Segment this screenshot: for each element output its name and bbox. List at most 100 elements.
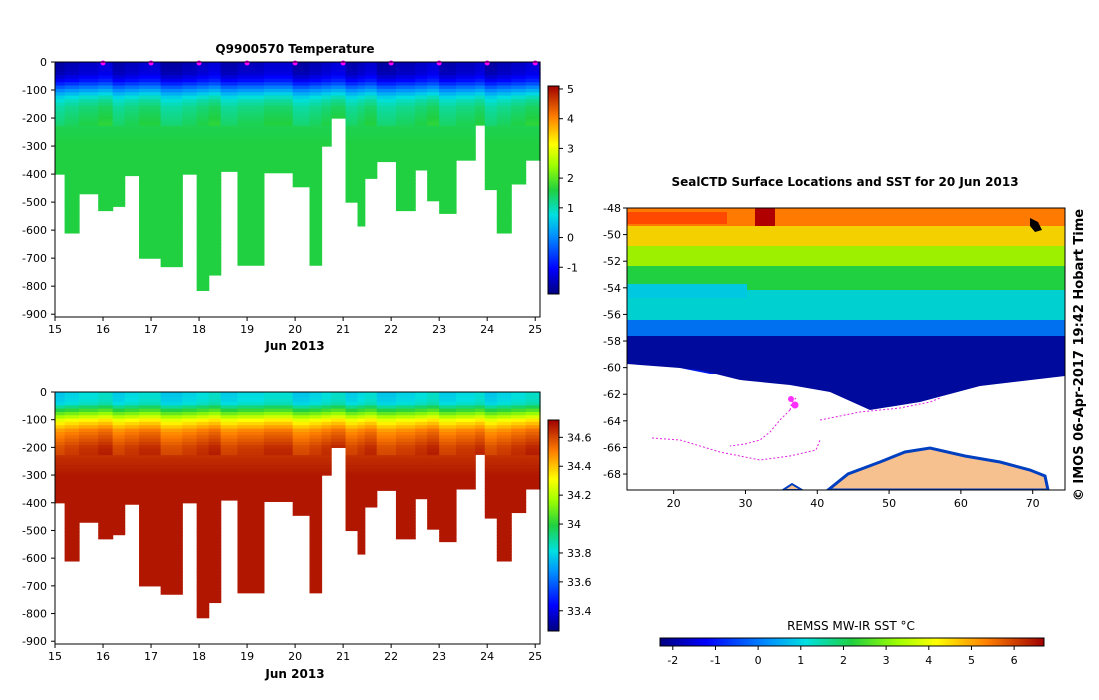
section-cell — [139, 468, 162, 473]
section-cell — [415, 88, 428, 93]
section-cell — [357, 220, 366, 225]
section-cell — [139, 435, 162, 440]
lat-tick-label: -50 — [603, 229, 621, 242]
section-cell — [237, 223, 265, 228]
section-cell — [321, 85, 332, 90]
section-cell — [220, 149, 239, 154]
section-cell — [309, 568, 323, 573]
section-cell — [220, 159, 239, 164]
section-cell — [525, 149, 541, 154]
section-cell — [439, 166, 457, 171]
section-cell — [98, 504, 114, 509]
section-cell — [455, 448, 476, 453]
section-cell — [395, 196, 416, 201]
colorbar-tick-label: 34.4 — [567, 460, 592, 473]
section-cell — [484, 431, 498, 436]
section-cell — [525, 82, 541, 87]
section-cell — [64, 451, 80, 456]
section-cell — [55, 488, 66, 493]
section-cell — [415, 85, 428, 90]
section-cell — [415, 395, 428, 400]
section-cell — [160, 102, 183, 107]
section-cell — [309, 179, 323, 184]
section-cell — [182, 95, 198, 100]
section-cell — [237, 581, 265, 586]
section-cell — [511, 438, 527, 443]
section-cell — [237, 488, 265, 493]
section-cell — [395, 78, 416, 83]
section-cell — [484, 149, 498, 154]
section-cell — [196, 166, 210, 171]
section-cell — [357, 421, 366, 426]
section-cell — [511, 441, 527, 446]
section-cell — [98, 538, 114, 540]
section-cell — [525, 435, 541, 440]
section-cell — [139, 82, 162, 87]
section-cell — [455, 149, 476, 154]
section-cell — [439, 428, 457, 433]
section-cell — [376, 458, 397, 463]
section-cell — [357, 425, 366, 430]
section-cell — [124, 172, 140, 177]
section-cell — [237, 455, 265, 460]
section-cell — [376, 468, 397, 473]
section-cell — [64, 481, 80, 486]
section-cell — [160, 578, 183, 583]
section-cell — [439, 203, 457, 208]
section-cell — [357, 196, 366, 201]
section-cell — [182, 169, 198, 174]
section-cell — [484, 169, 498, 174]
section-cell — [395, 172, 416, 177]
section-cell — [79, 85, 99, 90]
section-cell — [395, 435, 416, 440]
section-cell — [455, 451, 476, 456]
profile-marker — [436, 60, 442, 66]
section-cell — [525, 428, 541, 433]
section-cell — [496, 461, 512, 466]
section-cell — [98, 524, 114, 529]
section-cell — [395, 431, 416, 436]
section-cell — [237, 441, 265, 446]
section-cell — [415, 105, 428, 110]
section-cell — [484, 428, 498, 433]
section-cell — [525, 152, 541, 157]
section-cell — [64, 186, 80, 191]
section-cell — [160, 408, 183, 413]
section-cell — [496, 122, 512, 127]
section-cell — [139, 485, 162, 489]
section-cell — [331, 109, 347, 114]
section-cell — [427, 518, 440, 523]
x-tick-label: 19 — [240, 323, 254, 336]
section-cell — [331, 75, 347, 80]
section-cell — [64, 85, 80, 90]
section-cell — [55, 125, 66, 130]
seal-surface-location — [791, 401, 799, 409]
section-cell — [220, 142, 239, 147]
section-cell — [309, 564, 323, 569]
section-cell — [220, 445, 239, 450]
section-cell — [357, 152, 366, 157]
section-cell — [263, 438, 294, 443]
colorbar-tick-label: 34 — [567, 518, 581, 531]
section-cell — [395, 179, 416, 184]
x-tick-label: 17 — [144, 323, 158, 336]
section-cell — [357, 115, 366, 120]
section-cell — [160, 431, 183, 436]
section-cell — [455, 481, 476, 486]
section-cell — [79, 514, 99, 519]
section-cell — [263, 129, 294, 134]
section-cell — [64, 468, 80, 473]
section-cell — [415, 451, 428, 456]
section-cell — [439, 438, 457, 443]
section-cell — [427, 162, 440, 167]
section-cell — [292, 78, 311, 83]
section-cell — [220, 481, 239, 486]
section-cell — [376, 485, 397, 489]
section-cell — [98, 411, 114, 416]
section-cell — [525, 475, 541, 479]
section-cell — [139, 395, 162, 400]
section-cell — [55, 78, 66, 83]
section-cell — [345, 115, 359, 120]
section-cell — [364, 135, 378, 140]
section-cell — [237, 236, 265, 241]
